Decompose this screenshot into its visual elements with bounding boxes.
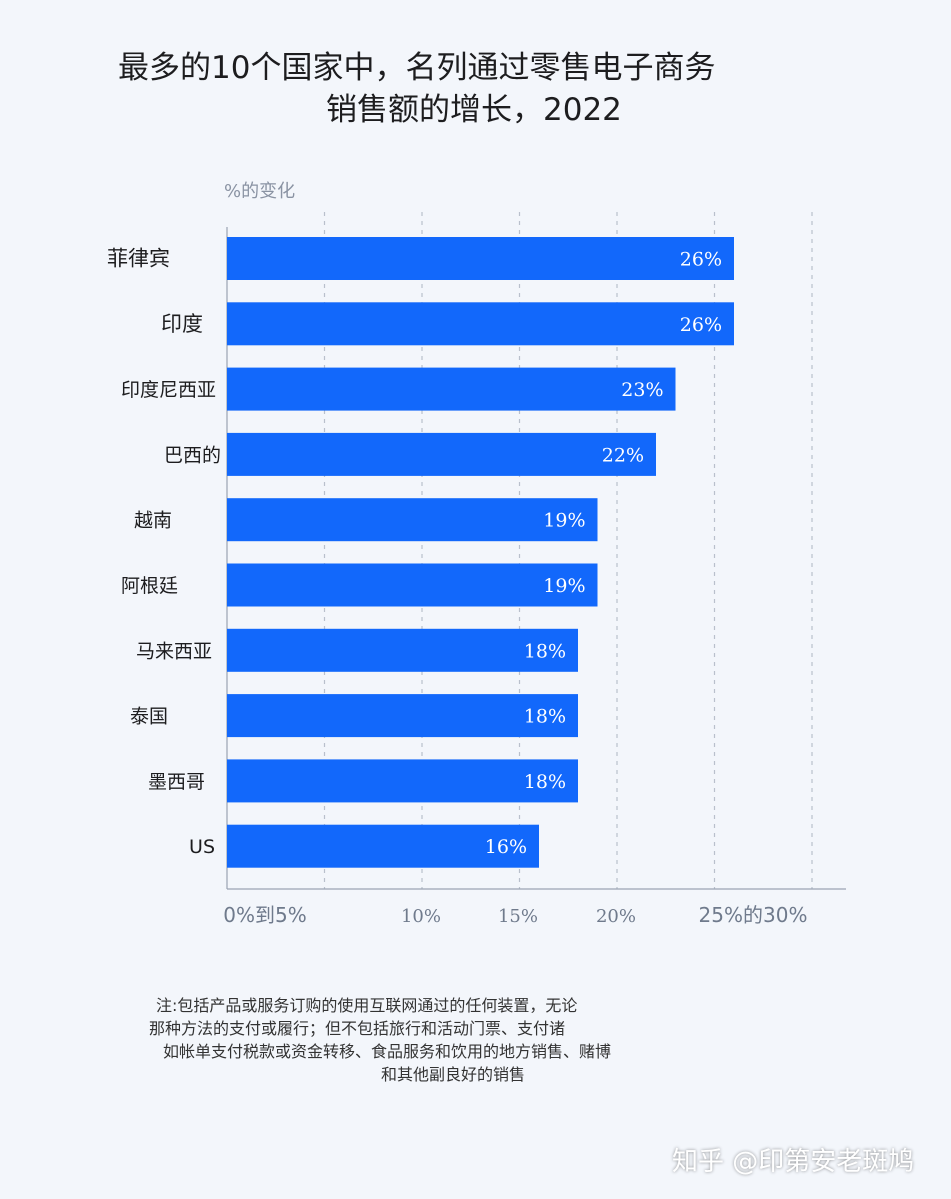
category-label-8: 泰国: [130, 706, 168, 728]
bar-value-label-5: 19%: [543, 510, 585, 532]
chart-title-line1: 最多的10个国家中，名列通过零售电子商务: [118, 50, 716, 86]
category-label-6: 阿根廷: [121, 575, 178, 597]
bar-7: [227, 628, 578, 672]
bar-9: [227, 759, 578, 803]
category-label-10: US: [189, 836, 215, 858]
footnote: 注:包括产品或服务订购的使用互联网通过的任何装置，无论 那种方法的支付或履行；但…: [0, 994, 951, 1086]
axis-unit-label: %的变化: [224, 181, 296, 202]
footnote-line4: 和其他副良好的销售: [381, 1065, 526, 1084]
bar-value-label-4: 22%: [602, 444, 644, 466]
bar-value-label-6: 19%: [543, 575, 585, 597]
bar-8: [227, 694, 578, 738]
bar-value-label-9: 18%: [524, 771, 566, 793]
x-tick-label-4: 20%: [596, 906, 636, 927]
bar-10: [227, 824, 539, 868]
x-tick-label-2: 10%: [401, 906, 441, 927]
bar-value-label-7: 18%: [524, 640, 566, 662]
bar-value-label-1: 26%: [680, 249, 722, 271]
bar-4: [227, 432, 656, 476]
category-label-1: 菲律宾: [107, 247, 170, 271]
watermark-text: 知乎 @印第安老斑鸠: [672, 1147, 915, 1177]
bar-3: [227, 367, 676, 411]
bar-value-label-2: 26%: [680, 314, 722, 336]
bar-value-label-10: 16%: [485, 836, 527, 858]
category-label-9: 墨西哥: [148, 771, 205, 793]
bar-value-label-8: 18%: [524, 706, 566, 728]
bar-5: [227, 498, 598, 542]
category-label-3: 印度尼西亚: [121, 379, 216, 401]
x-tick-label-3: 15%: [498, 906, 538, 927]
bar-6: [227, 563, 598, 607]
category-label-7: 马来西亚: [136, 640, 212, 662]
category-label-5: 越南: [134, 510, 172, 532]
chart-title-line2: 销售额的增长，2022: [326, 92, 622, 128]
x-tick-label-5: 25%的30%: [699, 903, 808, 927]
footnote-line3: 如帐单支付税款或资金转移、食品服务和饮用的地方销售、赌博: [163, 1042, 612, 1061]
bar-2: [227, 302, 734, 346]
category-label-2: 印度: [161, 312, 203, 336]
bar-1: [227, 237, 734, 280]
footnote-line2: 那种方法的支付或履行；但不包括旅行和活动门票、支付诸: [149, 1019, 566, 1038]
footnote-line1: 注:包括产品或服务订购的使用互联网通过的任何装置，无论: [156, 996, 578, 1015]
bar-value-label-3: 23%: [621, 379, 663, 401]
category-label-4: 巴西的: [164, 444, 221, 466]
x-tick-label-1: 0%到5%: [223, 903, 306, 927]
